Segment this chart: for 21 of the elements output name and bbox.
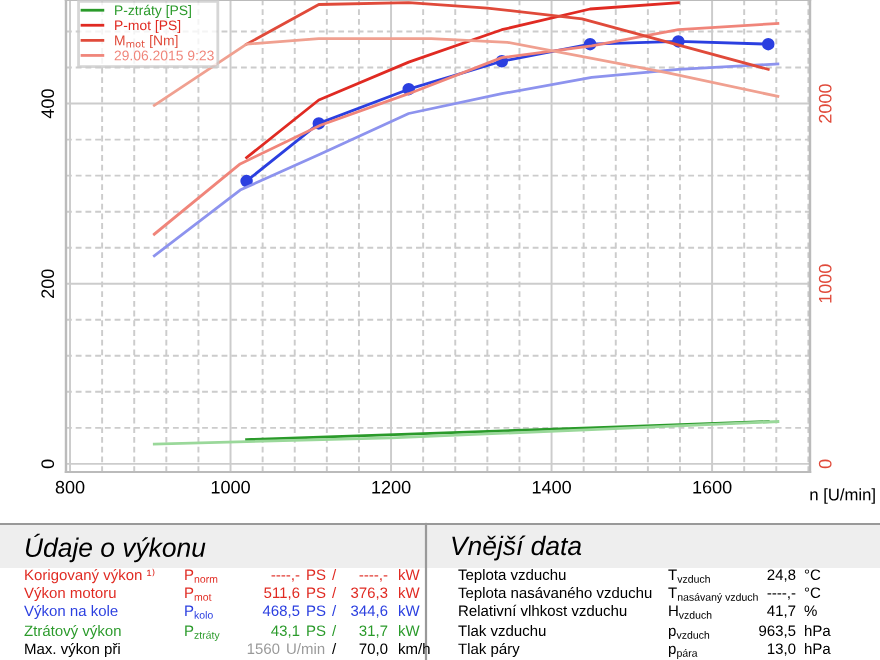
y2-tick-label: 0 (818, 459, 832, 469)
y-tick-label: 200 (41, 269, 55, 298)
point (240, 174, 253, 188)
x-tick-label: 1000 (211, 480, 250, 494)
x-tick-label: 1600 (693, 480, 732, 494)
x-tick-label: 1400 (532, 480, 571, 494)
x-tick-label: 800 (55, 480, 85, 494)
text: Údaje o výkonu (25, 533, 206, 563)
x-axis-title: n [U/min] (810, 488, 875, 504)
line-series (152, 62, 780, 258)
y2-tick-label: 1000 (818, 264, 832, 303)
line-series (245, 1, 770, 71)
line-series (245, 1, 680, 160)
y2-tick-label: 2000 (818, 84, 832, 123)
text: Vnější data (452, 535, 582, 561)
x-tick-label: 1200 (372, 480, 411, 494)
point (762, 37, 775, 51)
y-tick-label: 0 (41, 459, 55, 469)
line-series (152, 420, 780, 446)
line-series (245, 420, 770, 441)
y-tick-label: 400 (41, 89, 55, 119)
